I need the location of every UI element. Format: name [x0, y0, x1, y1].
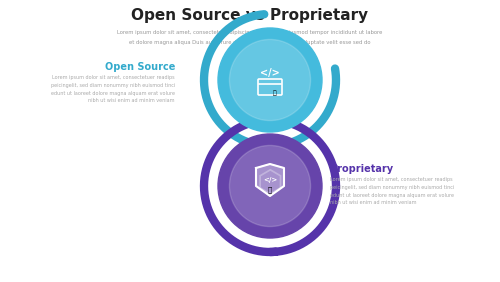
Polygon shape: [256, 164, 284, 196]
Text: 🔓: 🔓: [273, 90, 277, 96]
Text: Lorem ipsum dolor sit amet, consectetuer readips
peicingelit, sed diam nonummy n: Lorem ipsum dolor sit amet, consectetuer…: [51, 75, 175, 103]
Text: et dolore magna aliqua Duis aute irure dolor in reprehenderit in voluptate velit: et dolore magna aliqua Duis aute irure d…: [129, 40, 371, 45]
Text: Lorem ipsum dolor sit amet, consectetur adipiscing elit, sed do eiusmod tempor i: Lorem ipsum dolor sit amet, consectetur …: [118, 30, 382, 35]
Circle shape: [218, 134, 322, 238]
Text: Open Source: Open Source: [104, 62, 175, 72]
Circle shape: [218, 28, 322, 132]
Text: </>: </>: [263, 177, 277, 183]
Circle shape: [230, 39, 310, 121]
Text: </>: </>: [260, 68, 280, 78]
Text: Open Source vs Proprietary: Open Source vs Proprietary: [132, 8, 368, 23]
Text: Proprietary: Proprietary: [330, 164, 393, 174]
Circle shape: [230, 146, 310, 226]
Text: Lorem ipsum dolor sit amet, consectetuer readips
peicingelit, sed diam nonummy n: Lorem ipsum dolor sit amet, consectetuer…: [330, 177, 454, 205]
Text: ⬡: ⬡: [256, 169, 283, 199]
Text: 🔒: 🔒: [268, 187, 272, 193]
